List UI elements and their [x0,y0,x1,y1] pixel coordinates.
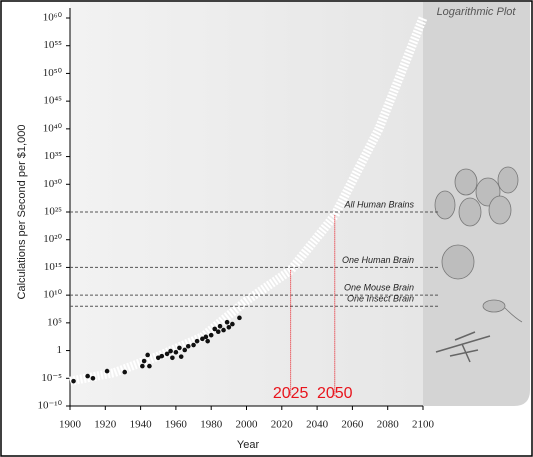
y-tick-label: 10⁵⁰ [43,67,63,79]
data-point [209,333,214,338]
data-point [147,364,152,369]
data-point [179,354,184,359]
data-point [186,344,191,349]
reference-label: All Human Brains [343,199,414,209]
data-point [216,329,221,334]
y-tick-label: 10⁶⁰ [43,12,63,24]
reference-label: One Insect Brain [347,294,414,304]
data-point [140,364,145,369]
x-tick-label: 2060 [341,419,364,431]
x-tick-label: 1940 [130,419,153,431]
data-point [221,328,226,333]
y-tick-label: 10³⁵ [44,150,62,162]
data-point [227,325,232,330]
y-tick-label: 10¹⁵ [44,261,62,273]
data-point [168,349,173,354]
data-point [122,370,127,375]
data-point [105,369,110,374]
y-tick-label: 10⁵ [47,316,62,328]
data-point [218,324,223,329]
data-point [182,348,187,353]
mouse-icon [483,300,505,312]
y-tick-label: 1 [57,344,63,356]
x-tick-label: 1960 [165,419,188,431]
data-point [170,355,175,360]
data-point [85,374,90,379]
data-point [142,359,147,364]
reference-label: One Mouse Brain [344,283,414,293]
chart: Logarithmic Plot Year Calculations per S… [0,0,533,457]
head-icon [459,198,481,226]
x-tick-label: 1980 [200,419,223,431]
y-tick-label: 10⁵⁵ [43,39,62,51]
head-icon [455,169,477,195]
data-point [230,322,235,327]
projection-label: 2025 [273,385,309,402]
projection-label: 2050 [317,385,353,402]
data-point [159,354,164,359]
x-axis-label: Year [237,439,260,451]
x-tick-label: 2040 [306,419,329,431]
head-icon [435,191,455,219]
y-tick-label: 10⁻¹⁰ [37,400,62,412]
y-axis-label: Calculations per Second per $1,000 [16,125,28,300]
y-tick-label: 10²⁰ [43,233,62,245]
data-point [191,343,196,348]
data-point [204,335,209,340]
data-point [174,350,179,355]
reference-label: One Human Brain [342,255,414,265]
x-tick-label: 2100 [412,419,435,431]
y-tick-label: 10¹⁰ [43,289,62,301]
x-tick-label: 1900 [59,419,82,431]
x-tick-label: 1920 [94,419,117,431]
data-point [177,346,182,351]
y-tick-label: 10³⁰ [43,178,62,190]
y-tick-label: 10⁻⁵ [41,372,62,384]
y-tick-label: 10⁴⁰ [43,122,63,134]
brain-icon [442,245,474,279]
data-point [71,379,76,384]
head-icon [489,196,511,224]
panel-title: Logarithmic Plot [437,6,517,18]
head-icon [498,167,518,193]
data-point [195,339,200,344]
data-point [205,339,210,344]
y-tick-label: 10⁴⁵ [43,95,62,107]
x-tick-label: 2020 [271,419,294,431]
x-tick-label: 2000 [236,419,259,431]
y-tick-label: 10²⁵ [44,206,62,218]
data-point [91,376,96,381]
x-tick-label: 2080 [377,419,400,431]
data-point [145,353,150,358]
data-point [237,316,242,321]
data-point [225,320,230,325]
